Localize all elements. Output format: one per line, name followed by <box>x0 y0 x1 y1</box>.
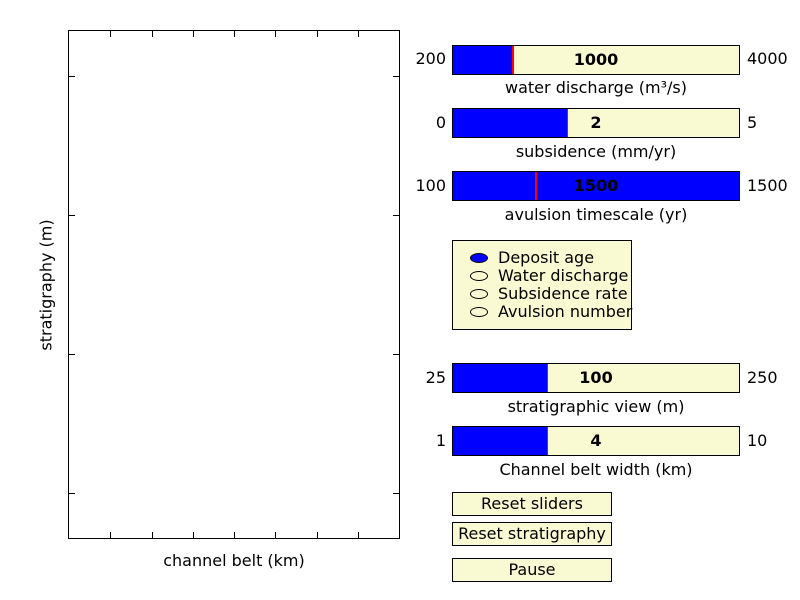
x-tick <box>275 31 276 37</box>
slider-handle[interactable] <box>546 364 549 392</box>
x-tick <box>110 31 111 37</box>
subsidence-min: 0 <box>435 113 446 132</box>
x-tick <box>275 532 276 538</box>
y-tick <box>393 215 399 216</box>
y-tick <box>69 215 75 216</box>
y-tick <box>69 493 75 494</box>
avulsion-max: 1500 <box>747 176 788 195</box>
x-tick <box>234 532 235 538</box>
y-tick <box>393 493 399 494</box>
avulsion-timescale-slider[interactable]: 1500 <box>452 171 740 201</box>
avulsion-label: avulsion timescale (yr) <box>504 205 688 224</box>
subsidence-slider[interactable]: 2 <box>452 108 740 138</box>
water-discharge-max: 4000 <box>747 49 788 68</box>
x-tick <box>317 31 318 37</box>
avulsion-value: 1500 <box>573 176 619 195</box>
slider-handle[interactable] <box>512 46 514 74</box>
radio-circle-icon[interactable] <box>470 271 488 281</box>
reset-stratigraphy-button[interactable]: Reset stratigraphy <box>452 522 612 546</box>
x-tick <box>152 31 153 37</box>
x-tick <box>317 532 318 538</box>
radio-circle-icon[interactable] <box>470 253 488 263</box>
y-tick <box>393 354 399 355</box>
radio-label: Subsidence rate <box>498 284 628 303</box>
y-tick <box>69 76 75 77</box>
x-tick <box>358 31 359 37</box>
x-axis-label: channel belt (km) <box>163 551 305 570</box>
slider-handle[interactable] <box>546 427 549 455</box>
subsidence-label: subsidence (mm/yr) <box>515 142 677 161</box>
slider-fill <box>453 172 739 200</box>
slider-handle[interactable] <box>535 172 537 200</box>
x-tick <box>193 532 194 538</box>
y-tick <box>393 76 399 77</box>
channel-belt-width-slider[interactable]: 4 <box>452 426 740 456</box>
radio-label: Avulsion number <box>498 302 633 321</box>
avulsion-min: 100 <box>415 176 446 195</box>
radio-label: Water discharge <box>498 266 629 285</box>
subsidence-max: 5 <box>747 113 758 132</box>
y-tick <box>69 354 75 355</box>
strat-view-min: 25 <box>425 368 446 387</box>
water-discharge-slider[interactable]: 1000 <box>452 45 740 75</box>
radio-circle-icon[interactable] <box>470 307 488 317</box>
strat-view-max: 250 <box>747 368 778 387</box>
color-mode-radio-group: Deposit age Water discharge Subsidence r… <box>452 240 632 330</box>
x-tick <box>152 532 153 538</box>
stratigraphic-view-slider[interactable]: 100 <box>452 363 740 393</box>
x-tick <box>193 31 194 37</box>
belt-width-value: 4 <box>590 431 602 450</box>
belt-width-label: Channel belt width (km) <box>499 460 693 479</box>
strat-view-value: 100 <box>579 368 613 387</box>
radio-circle-icon[interactable] <box>470 289 488 299</box>
water-discharge-value: 1000 <box>573 50 619 69</box>
slider-handle[interactable] <box>566 109 569 137</box>
x-tick <box>110 532 111 538</box>
slider-fill <box>453 427 548 455</box>
x-tick <box>358 532 359 538</box>
water-discharge-label: water discharge (m³/s) <box>505 78 687 97</box>
y-axis-label: stratigraphy (m) <box>36 219 56 351</box>
slider-fill <box>453 109 568 137</box>
stratigraphy-plot <box>68 30 400 539</box>
x-tick <box>234 31 235 37</box>
pause-button[interactable]: Pause <box>452 558 612 582</box>
slider-fill <box>453 364 548 392</box>
belt-width-max: 10 <box>747 431 768 450</box>
strat-view-label: stratigraphic view (m) <box>507 397 685 416</box>
water-discharge-min: 200 <box>415 49 446 68</box>
reset-sliders-button[interactable]: Reset sliders <box>452 492 612 516</box>
subsidence-value: 2 <box>590 113 602 132</box>
radio-label: Deposit age <box>498 248 595 267</box>
slider-fill <box>453 46 514 74</box>
belt-width-min: 1 <box>435 431 446 450</box>
